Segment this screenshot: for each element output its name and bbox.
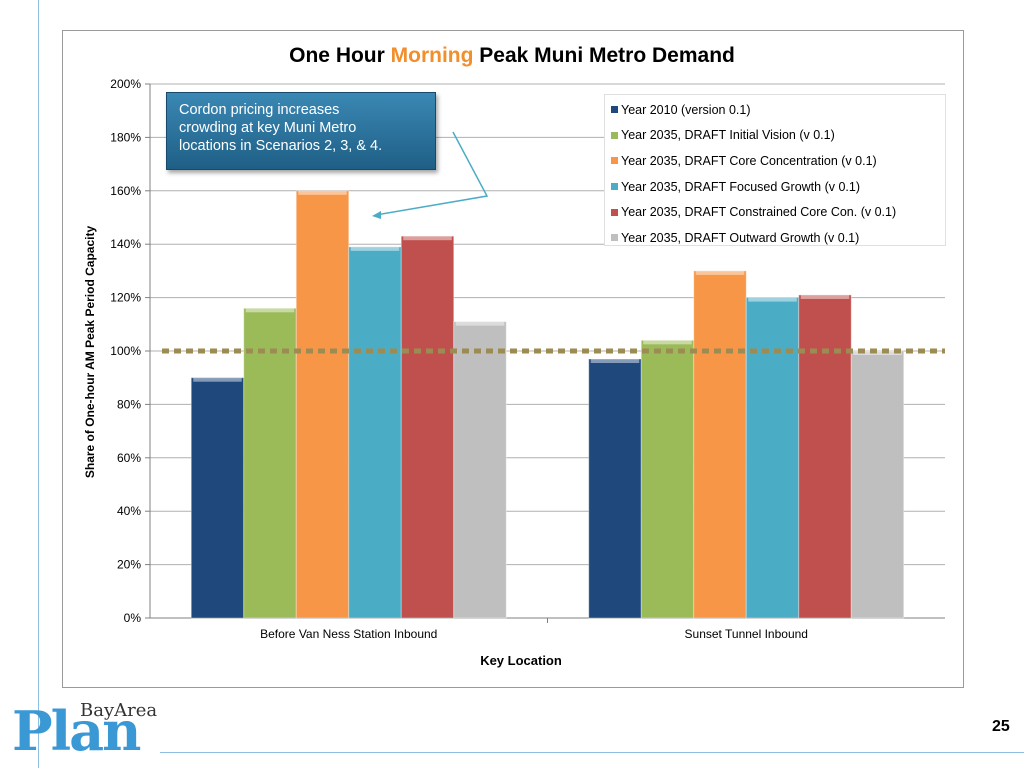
- y-tick-label: 20%: [117, 558, 141, 572]
- bar-highlight: [455, 321, 505, 326]
- bar-highlight: [853, 351, 902, 355]
- bay-area-plan-logo: BayArea Plan: [12, 700, 162, 758]
- y-tick-label: 60%: [117, 451, 141, 465]
- legend-label: Year 2035, DRAFT Focused Growth (v 0.1): [621, 179, 860, 194]
- bar: [745, 297, 800, 619]
- page-number: 25: [992, 718, 1010, 735]
- legend-swatch: [611, 208, 618, 216]
- y-tick-label: 160%: [110, 184, 141, 198]
- x-axis-label: Key Location: [480, 653, 562, 668]
- y-tick-label: 120%: [110, 291, 141, 305]
- bar-highlight: [350, 246, 400, 251]
- bar: [850, 350, 905, 619]
- logo-top-text: BayArea: [80, 700, 158, 721]
- bar-highlight: [245, 308, 295, 313]
- bar: [400, 235, 455, 619]
- legend-item: Year 2035, DRAFT Outward Growth (v 0.1): [611, 225, 939, 251]
- chart-title-part-0: One Hour: [289, 44, 391, 67]
- bar-highlight: [800, 294, 850, 299]
- y-tick-label: 180%: [110, 130, 141, 144]
- y-tick-label: 0%: [124, 611, 142, 625]
- y-tick-label: 140%: [110, 237, 141, 251]
- chart-title-part-1: Morning: [391, 44, 474, 67]
- y-tick-label: 40%: [117, 504, 141, 518]
- bar: [348, 246, 402, 619]
- legend-label: Year 2035, DRAFT Outward Growth (v 0.1): [621, 230, 860, 245]
- legend-label: Year 2035, DRAFT Initial Vision (v 0.1): [621, 128, 835, 143]
- bar: [190, 377, 245, 619]
- callout-box: Cordon pricing increases crowding at key…: [166, 92, 436, 170]
- bar: [588, 358, 642, 619]
- y-tick-label: 200%: [110, 77, 141, 91]
- x-category-label: Before Van Ness Station Inbound: [260, 627, 437, 641]
- bottom-border-line: [160, 752, 1024, 753]
- logo-main-text: Plan: [12, 699, 141, 763]
- bar-highlight: [590, 359, 640, 364]
- legend-item: Year 2035, DRAFT Constrained Core Con. (…: [611, 199, 939, 225]
- bar: [640, 339, 695, 619]
- legend-swatch: [611, 183, 618, 191]
- bar-highlight: [695, 270, 745, 275]
- bar: [453, 321, 507, 619]
- bar-highlight: [403, 236, 452, 241]
- legend-swatch: [611, 131, 618, 139]
- bar: [295, 190, 350, 619]
- legend-label: Year 2035, DRAFT Core Concentration (v 0…: [621, 153, 877, 168]
- bar-highlight: [643, 340, 692, 345]
- chart-title: One Hour Morning Peak Muni Metro Demand: [289, 44, 735, 67]
- legend-label: Year 2010 (version 0.1): [621, 102, 751, 117]
- y-tick-label: 100%: [110, 344, 141, 358]
- bar: [243, 307, 297, 619]
- legend-item: Year 2010 (version 0.1): [611, 97, 939, 123]
- legend-item: Year 2035, DRAFT Initial Vision (v 0.1): [611, 123, 939, 149]
- bar: [693, 270, 747, 619]
- y-axis-label: Share of One-hour AM Peak Period Capacit…: [83, 226, 97, 479]
- callout-arrow: [372, 131, 489, 219]
- y-tick-label: 80%: [117, 397, 141, 411]
- left-border-line: [38, 0, 39, 768]
- x-category-label: Sunset Tunnel Inbound: [685, 627, 808, 641]
- bar-highlight: [298, 190, 347, 195]
- legend-label: Year 2035, DRAFT Constrained Core Con. (…: [621, 205, 897, 220]
- legend-swatch: [611, 106, 618, 114]
- legend-swatch: [611, 157, 618, 165]
- chart-legend: Year 2010 (version 0.1) Year 2035, DRAFT …: [604, 94, 946, 246]
- chart-title-part-2: Peak Muni Metro Demand: [473, 44, 734, 67]
- bar-highlight: [193, 377, 242, 382]
- legend-item: Year 2035, DRAFT Focused Growth (v 0.1): [611, 174, 939, 200]
- legend-swatch: [611, 234, 618, 242]
- legend-item: Year 2035, DRAFT Core Concentration (v 0…: [611, 148, 939, 174]
- bar: [798, 294, 852, 619]
- bar-highlight: [748, 297, 797, 302]
